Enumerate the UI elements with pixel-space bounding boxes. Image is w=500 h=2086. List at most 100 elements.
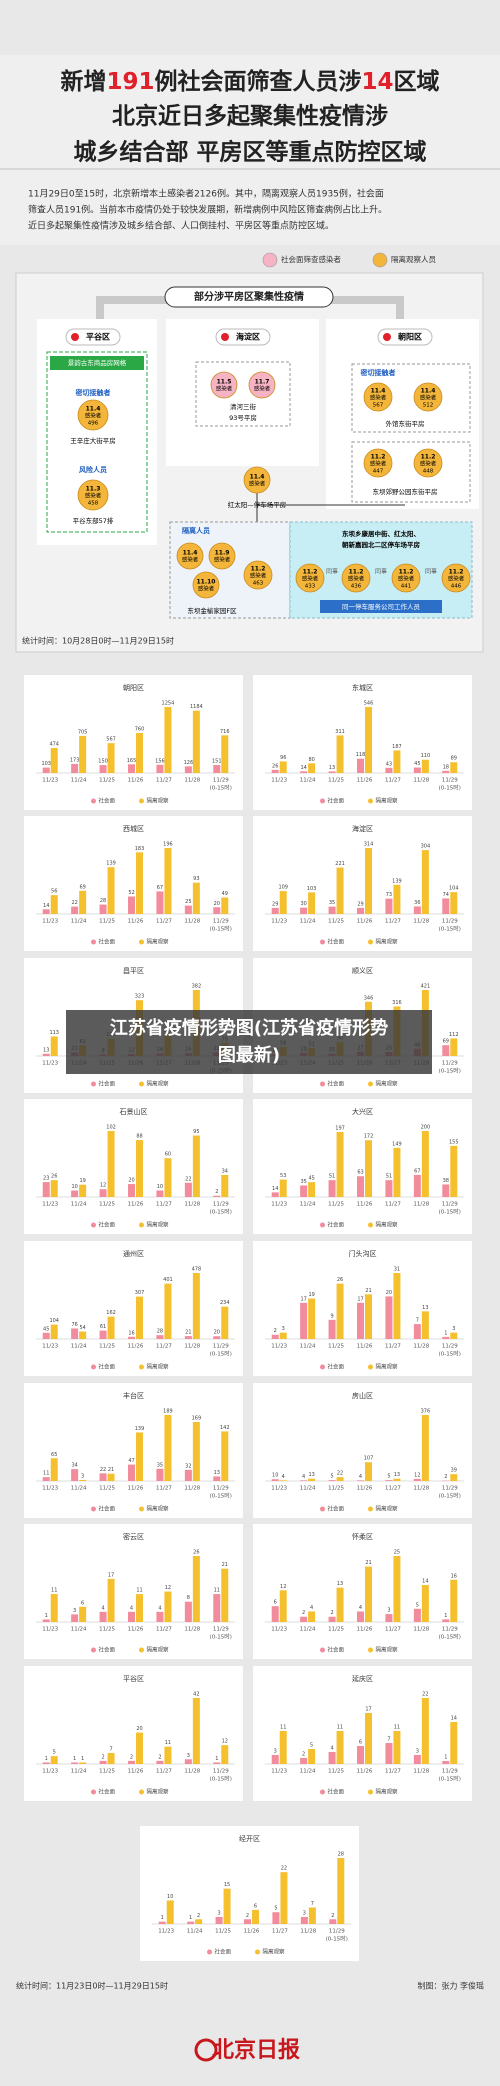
value-label: 376 xyxy=(421,1409,431,1415)
bar xyxy=(107,1316,115,1339)
x-tick-label: 11/25 xyxy=(99,1486,115,1492)
value-label: 14 xyxy=(451,1716,457,1722)
chart-card xyxy=(253,1666,472,1801)
case-label: 感染者 xyxy=(85,412,102,420)
x-tick-label: 11/27 xyxy=(385,778,401,784)
coworker-label: 同一停车服务公司工作人员 xyxy=(342,602,421,611)
x-tick-label: 11/26 xyxy=(128,1344,144,1350)
value-label: 51 xyxy=(329,1174,335,1180)
bar xyxy=(192,1135,200,1197)
diagram-title-pill xyxy=(164,286,334,308)
value-label: 67 xyxy=(414,1168,420,1174)
legend-label: 隔离观察 xyxy=(263,1948,286,1956)
x-tick-label: 11/25 xyxy=(215,1929,231,1935)
bar xyxy=(413,767,421,773)
bar xyxy=(107,1578,115,1622)
bar xyxy=(450,1038,458,1056)
value-label: 316 xyxy=(392,1000,402,1006)
legend-swatch xyxy=(320,1222,325,1228)
legend-swatch xyxy=(139,1364,144,1370)
bar xyxy=(308,1749,316,1764)
district-panel xyxy=(37,319,157,545)
chart-title: 通州区 xyxy=(123,1249,144,1258)
value-label: 156 xyxy=(155,758,165,764)
value-label: 705 xyxy=(78,729,88,735)
legend-label: 社会面 xyxy=(99,1788,116,1796)
legend-swatch xyxy=(91,1222,96,1228)
bar xyxy=(42,1477,50,1481)
value-label: 196 xyxy=(163,842,173,848)
case-date: 11.4 xyxy=(250,474,265,481)
bar xyxy=(252,1909,259,1924)
group-label: 风险人员 xyxy=(79,465,107,474)
value-label: 16 xyxy=(451,1573,457,1579)
chart-title: 东城区 xyxy=(352,683,373,692)
x-tick-label: 11/27 xyxy=(156,1344,172,1350)
bar xyxy=(42,1332,50,1339)
value-label: 4 xyxy=(158,1605,161,1611)
bar xyxy=(442,898,450,914)
x-tick-label: 11/23 xyxy=(271,1627,287,1633)
value-label: 26 xyxy=(193,1550,199,1556)
value-label: 109 xyxy=(278,885,288,891)
legend-label: 隔离观察 xyxy=(147,1221,170,1229)
bar xyxy=(421,1131,429,1197)
legend-label: 社会面 xyxy=(99,797,116,805)
value-label: 22 xyxy=(281,1866,287,1872)
value-label: 6 xyxy=(254,1903,257,1909)
legend-label: 社会面 xyxy=(99,1505,116,1513)
case-circle xyxy=(243,466,271,494)
x-note: (0-15时) xyxy=(439,925,461,933)
value-label: 7 xyxy=(109,1747,112,1753)
value-label: 139 xyxy=(106,861,116,867)
value-label: 200 xyxy=(421,1125,431,1131)
x-tick-label: 11/25 xyxy=(328,1769,344,1775)
paragraph-line: 近日多起聚集性疫情涉及城乡结合部、人口倒挂村、平房区等重点防控区域。 xyxy=(28,220,334,232)
case-id: 567 xyxy=(373,403,384,409)
title-number: 14 xyxy=(362,69,394,95)
x-note: (0-15时) xyxy=(326,1935,348,1943)
x-tick-label: 11/28 xyxy=(184,1486,200,1492)
x-tick-label: 11/24 xyxy=(300,1344,316,1350)
case-circle xyxy=(413,382,443,412)
bar xyxy=(300,1185,308,1197)
value-label: 69 xyxy=(79,884,85,890)
value-label: 61 xyxy=(100,1324,106,1330)
x-tick-label: 11/24 xyxy=(71,1627,87,1633)
grid-label: 景韵古东商品房网格 xyxy=(68,358,127,367)
case-circle xyxy=(210,371,238,399)
x-tick-label: 11/26 xyxy=(357,919,373,925)
x-tick-label: 11/27 xyxy=(156,1486,172,1492)
value-label: 38 xyxy=(443,1178,449,1184)
relation-label: 同事 xyxy=(375,568,387,576)
bar xyxy=(71,1328,79,1339)
legend-label: 社会面 xyxy=(328,1505,345,1513)
value-label: 7 xyxy=(311,1901,314,1907)
case-circle xyxy=(192,571,220,599)
value-label: 307 xyxy=(135,1290,145,1296)
bar xyxy=(50,1324,58,1339)
value-label: 4 xyxy=(101,1605,104,1611)
legend-swatch xyxy=(139,1789,144,1795)
district-label: 平谷区 xyxy=(86,332,110,342)
bar xyxy=(271,1479,279,1481)
bar xyxy=(357,758,364,773)
value-label: 112 xyxy=(449,1032,459,1038)
x-tick-label: 11/29 xyxy=(442,1061,458,1067)
case-id: 463 xyxy=(253,581,264,587)
bar xyxy=(166,1900,174,1924)
place-label: 东坝乡康居中街、红太阳、 xyxy=(342,529,420,538)
x-tick-label: 11/23 xyxy=(271,1486,287,1492)
value-label: 19 xyxy=(79,1178,85,1184)
value-label: 22 xyxy=(71,900,77,906)
value-label: 1254 xyxy=(162,701,175,707)
bar xyxy=(357,1480,364,1481)
x-tick-label: 11/28 xyxy=(184,1627,200,1633)
legend-label: 社会面 xyxy=(328,797,345,805)
legend-swatch xyxy=(91,798,96,804)
value-label: 67 xyxy=(157,885,163,891)
value-label: 1 xyxy=(45,1613,48,1619)
x-note: (0-15时) xyxy=(439,1633,461,1641)
district-label: 朝阳区 xyxy=(398,332,422,342)
bar xyxy=(71,906,79,914)
